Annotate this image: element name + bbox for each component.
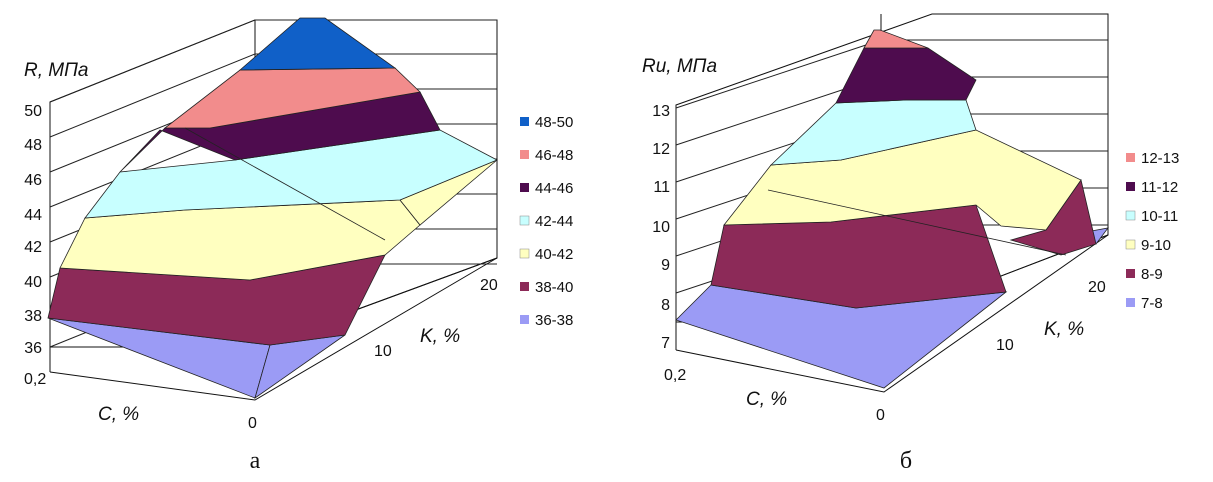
chart-b-caption: б xyxy=(900,448,912,474)
band-12-13 xyxy=(863,29,929,49)
x-tick-02: 0,2 xyxy=(24,371,46,388)
chart-a-svg: 36 38 40 42 44 46 48 50 R, МПа 0,2 0 C, … xyxy=(24,17,573,474)
legend-swatch xyxy=(520,117,529,126)
legend-swatch xyxy=(1125,210,1136,221)
z-tick-13: 13 xyxy=(652,103,670,120)
band-46-48 xyxy=(163,67,421,129)
band-48-50 xyxy=(238,17,397,71)
legend-swatch xyxy=(520,282,529,291)
chart-a-xlabel: C, % xyxy=(98,404,139,425)
z-tick-7: 7 xyxy=(661,335,670,352)
legend-label: 7-8 xyxy=(1141,295,1163,312)
y-tick-20: 20 xyxy=(1088,279,1106,296)
legend-swatch xyxy=(1126,298,1135,307)
chart-b-xlabel: C, % xyxy=(746,389,787,410)
z-tick-36: 36 xyxy=(24,340,42,357)
chart-b-zlabel: Rи, МПа xyxy=(642,56,717,77)
legend-swatch xyxy=(1126,269,1135,278)
chart-a-ylabel: K, % xyxy=(420,326,460,347)
chart-a: 36 38 40 42 44 46 48 50 R, МПа 0,2 0 C, … xyxy=(0,0,600,477)
legend-swatch xyxy=(1126,153,1135,162)
z-tick-8: 8 xyxy=(661,297,670,314)
legend-swatch xyxy=(1125,239,1136,250)
x-tick-0: 0 xyxy=(876,407,885,424)
legend-swatch xyxy=(520,315,529,324)
legend-label: 40-42 xyxy=(535,246,573,263)
z-tick-50: 50 xyxy=(24,103,42,120)
z-tick-12: 12 xyxy=(652,141,670,158)
legend-label: 8-9 xyxy=(1141,266,1163,283)
chart-b: 7 8 9 10 11 12 13 Rи, МПа 0,2 0 C, % 10 … xyxy=(606,0,1213,477)
band-42-44 xyxy=(84,129,498,219)
z-tick-9: 9 xyxy=(661,257,670,274)
z-tick-11: 11 xyxy=(653,179,670,196)
legend-swatch xyxy=(520,150,529,159)
legend-label: 11-12 xyxy=(1141,179,1178,196)
chart-a-z-ticks: 36 38 40 42 44 46 48 50 xyxy=(24,103,42,357)
legend-label: 48-50 xyxy=(535,114,573,131)
legend-swatch xyxy=(519,248,530,259)
y-tick-10: 10 xyxy=(374,343,392,360)
legend-swatch xyxy=(519,215,530,226)
z-tick-48: 48 xyxy=(24,137,42,154)
legend-label: 12-13 xyxy=(1141,150,1179,167)
y-tick-10: 10 xyxy=(996,337,1014,354)
chart-b-surface xyxy=(675,29,1109,389)
legend-label: 42-44 xyxy=(535,213,573,230)
chart-b-z-ticks: 7 8 9 10 11 12 13 xyxy=(652,103,670,352)
z-tick-46: 46 xyxy=(24,172,42,189)
z-tick-42: 42 xyxy=(24,239,42,256)
z-tick-40: 40 xyxy=(24,274,42,291)
chart-a-surface xyxy=(47,17,498,399)
chart-a-legend: 48-50 46-48 44-46 42-44 40-42 38-40 36-3… xyxy=(519,114,573,329)
legend-label: 46-48 xyxy=(535,147,573,164)
z-tick-44: 44 xyxy=(24,207,42,224)
chart-a-caption: а xyxy=(250,448,261,474)
legend-label: 36-38 xyxy=(535,312,573,329)
y-tick-20: 20 xyxy=(480,277,498,294)
legend-label: 44-46 xyxy=(535,180,573,197)
legend-label: 9-10 xyxy=(1141,237,1171,254)
z-tick-38: 38 xyxy=(24,308,42,325)
legend-label: 10-11 xyxy=(1141,208,1178,225)
x-tick-0: 0 xyxy=(248,415,257,432)
legend-swatch xyxy=(1126,182,1135,191)
x-tick-02: 0,2 xyxy=(664,367,686,384)
chart-b-legend: 12-13 11-12 10-11 9-10 8-9 7-8 xyxy=(1125,150,1179,312)
chart-b-ylabel: K, % xyxy=(1044,319,1084,340)
legend-label: 38-40 xyxy=(535,279,573,296)
z-tick-10: 10 xyxy=(652,219,670,236)
chart-b-svg: 7 8 9 10 11 12 13 Rи, МПа 0,2 0 C, % 10 … xyxy=(642,13,1179,474)
chart-a-zlabel: R, МПа xyxy=(24,60,88,81)
legend-swatch xyxy=(520,183,529,192)
